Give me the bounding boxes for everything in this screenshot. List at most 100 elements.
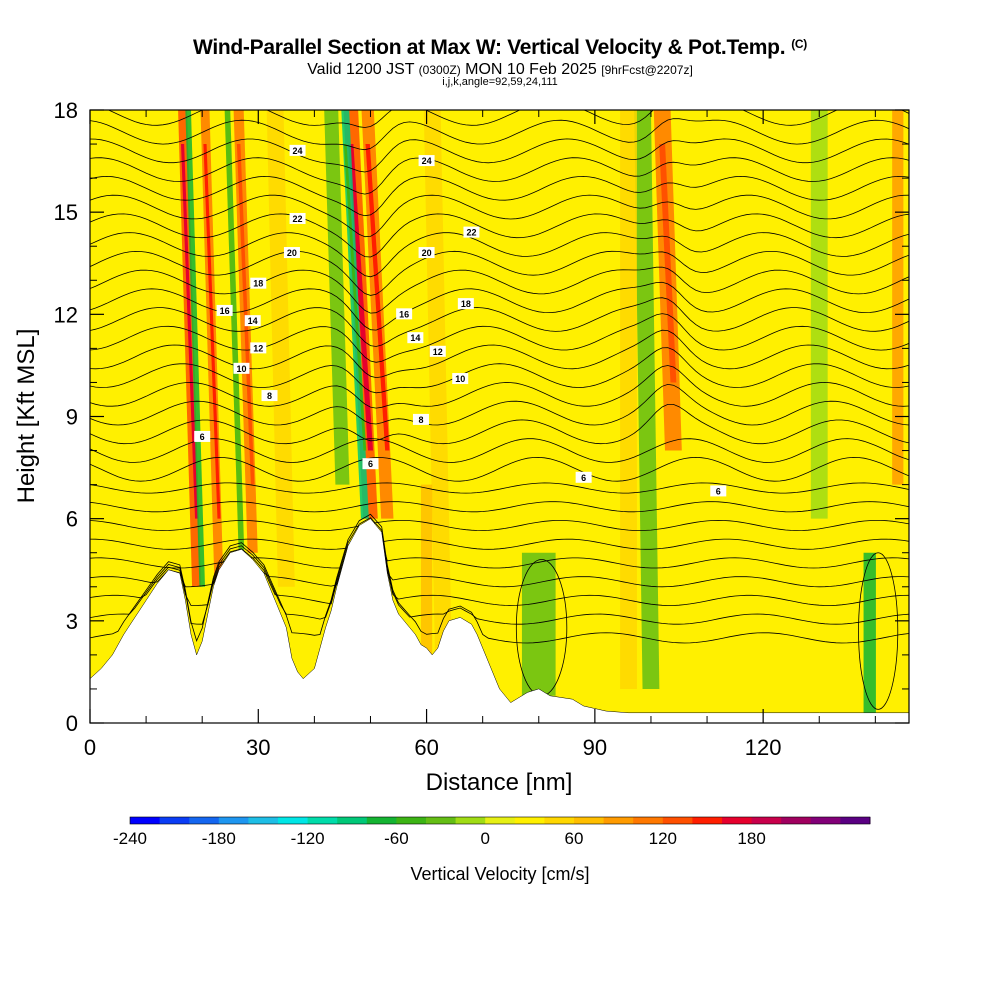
y-tick-label: 15: [54, 200, 78, 225]
isentrope-label-box: [216, 304, 233, 316]
isentrope-label: 6: [200, 432, 205, 442]
colorbar-swatch: [514, 817, 545, 824]
colorbar-swatch: [366, 817, 397, 824]
isentrope-label-box: [250, 277, 267, 289]
colorbar-swatch: [426, 817, 457, 824]
y-tick-label: 9: [66, 405, 78, 430]
isentrope-label-box: [289, 212, 306, 224]
isentrope-label: 14: [248, 316, 258, 326]
isentrope-label-box: [244, 315, 261, 327]
valid-time: Valid 1200 JST: [307, 61, 415, 78]
isentrope-line: [90, 482, 909, 494]
isentrope-line: [90, 513, 909, 644]
isentrope-line: [90, 213, 909, 258]
isentrope-line: [90, 175, 909, 217]
isentrope-label: 20: [422, 248, 432, 258]
copyright-mark: (C): [791, 37, 807, 51]
isentrope-label-box: [429, 345, 446, 357]
colorbar-swatch: [159, 817, 190, 824]
colorbar-tick-label: -120: [291, 829, 325, 848]
isentrope-line: [90, 313, 909, 363]
colorbar-swatch: [130, 817, 161, 824]
forecast-info: [9hrFcst@2207z]: [601, 63, 693, 77]
colorbar-swatch: [396, 817, 427, 824]
valid-utc: (0300Z): [418, 63, 461, 77]
x-tick-label: 90: [583, 735, 607, 760]
colorbar-tick-label: -60: [384, 829, 409, 848]
isentrope-line: [90, 329, 909, 379]
isentrope-line: [90, 404, 909, 445]
colorbar-swatch: [781, 817, 812, 824]
y-tick-label: 18: [54, 98, 78, 123]
velocity-band: [892, 110, 904, 485]
isentrope-label-box: [407, 332, 424, 344]
isentrope-label-box: [250, 342, 267, 354]
y-tick-label: 12: [54, 302, 78, 327]
velocity-core: [180, 144, 199, 519]
isentrope-line: [90, 74, 909, 107]
velocity-core: [365, 144, 390, 451]
isentrope-line: [90, 517, 909, 625]
isentrope-label: 24: [293, 146, 303, 156]
isentrope-line: [90, 118, 909, 151]
colorbar-swatch: [751, 817, 782, 824]
isentrope-label-box: [283, 247, 300, 259]
chart-subtitle: Valid 1200 JST (0300Z) MON 10 Feb 2025 […: [0, 61, 1000, 79]
isentrope-line: [90, 138, 909, 173]
isentrope-line: [107, 110, 909, 128]
isentrope-label-box: [261, 390, 278, 402]
velocity-band: [266, 110, 295, 587]
y-axis-label: Height [Kft MSL]: [13, 329, 40, 504]
colorbar-swatch: [189, 817, 220, 824]
colorbar-swatch: [574, 817, 605, 824]
isentrope-label: 20: [287, 248, 297, 258]
colorbar-swatch: [633, 817, 664, 824]
isentrope-line: [90, 519, 909, 532]
colorbar-tick-label: 0: [480, 829, 489, 848]
isentrope-line: [90, 297, 909, 347]
isentrope-label: 22: [466, 228, 476, 238]
isentrope-line: [90, 501, 909, 513]
velocity-band: [740, 110, 786, 553]
x-tick-label: 0: [84, 735, 96, 760]
isentrope-line: [90, 531, 909, 550]
isentrope-line: [90, 383, 909, 426]
isentrope-label: 24: [422, 156, 432, 166]
velocity-contour: [858, 552, 899, 710]
isentrope-line: [90, 250, 909, 296]
isentrope-label: 18: [253, 279, 263, 289]
colorbar-swatch: [337, 817, 368, 824]
colorbar-swatch: [692, 817, 723, 824]
colorbar-swatch: [278, 817, 309, 824]
isentrope-label: 12: [433, 347, 443, 357]
velocity-core: [659, 144, 677, 383]
colorbar-tick-label: 120: [649, 829, 677, 848]
colorbar-swatch: [455, 817, 486, 824]
colorbar-title: Vertical Velocity [cm/s]: [410, 864, 589, 884]
colorbar-tick-label: 180: [737, 829, 765, 848]
x-axis-label: Distance [nm]: [426, 769, 573, 796]
isentrope-label: 18: [461, 299, 471, 309]
isentrope-label-box: [233, 362, 250, 374]
isentrope-label-box: [396, 308, 413, 320]
colorbar-tick-label: -180: [202, 829, 236, 848]
y-tick-label: 3: [66, 609, 78, 634]
y-tick-label: 6: [66, 507, 78, 532]
isentrope-line: [90, 194, 909, 238]
colorbar-swatch: [544, 817, 575, 824]
velocity-band: [521, 552, 556, 696]
isentrope-label-box: [710, 485, 727, 497]
velocity-band: [810, 110, 828, 519]
isentrope-label-box: [457, 298, 474, 310]
isentrope-label: 14: [410, 333, 420, 343]
terrain-profile: [90, 518, 909, 723]
velocity-band: [423, 110, 452, 655]
isentrope-label-box: [289, 144, 306, 156]
colorbar-swatch: [810, 817, 841, 824]
isentrope-label: 8: [267, 391, 272, 401]
colorbar-swatch: [722, 817, 753, 824]
velocity-core: [343, 144, 367, 451]
isentrope-label-box: [463, 226, 480, 238]
colorbar-swatch: [307, 817, 338, 824]
